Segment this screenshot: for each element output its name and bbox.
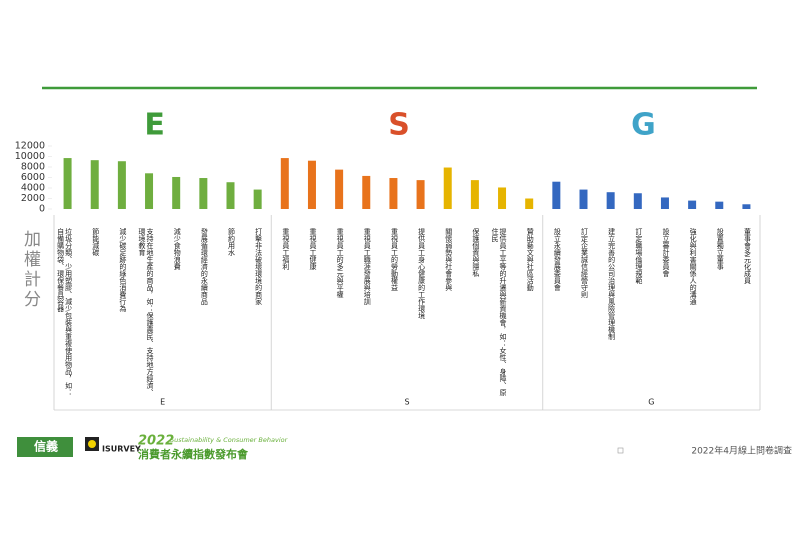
category-label: 重視員工福利 [281,228,290,270]
bar [199,178,208,209]
y-tick-label: 2000 [21,193,45,204]
category-label: 提供員工身心健康的工作環境 [417,228,426,319]
logo1-box [17,437,73,457]
bar [525,198,534,209]
category-label: 減少食物浪費 [173,228,182,270]
group-heading: S [388,108,410,143]
category-label: 提供員工平等的升遷與薪資機會，如：女性、身障、原住民 [491,228,508,396]
bar [335,169,344,209]
bar [579,189,588,209]
y-tick-label: 12000 [15,141,45,152]
bar [145,173,154,209]
bar [416,180,425,209]
y-tick-label: 6000 [21,172,45,183]
survey-note: 2022年4月線上問卷調查 [691,445,792,457]
bar [715,201,724,209]
event-zh: 消費者永續指數發布會 [138,447,249,461]
bar [470,180,479,209]
category-label: 重視員工健康 [308,228,317,270]
bar [606,192,615,209]
category-label: 關懷弱勢與社會參與 [444,228,453,291]
group-label: G [648,398,654,407]
bar [498,187,507,209]
bar [633,193,642,209]
category-label: 支持在地生產的商品，如：保護農民、支持地方經濟、環境教育 [138,228,155,396]
group-heading: E [144,108,165,143]
bar [117,161,126,209]
category-label: 保護個資與隱私 [471,228,480,277]
y-tick-label: 0 [39,204,45,215]
category-label: 垃圾分類、少用塑膠、減少包裝與重複使用物品，如：自備購物袋、環保餐具容器 [56,228,73,396]
logo2: ISURVEY [102,445,141,454]
group-label: S [404,398,409,407]
logo1: 信義 [34,439,58,454]
category-label: 贊助藝文與社區活動 [526,228,535,291]
category-label: 建立完善的公司治理與風險管理機制 [607,228,616,340]
category-label: 重視員工的勞動權益 [390,228,399,291]
category-label: 設立永續發展委員會 [553,228,562,291]
bar [742,204,751,209]
bar [90,160,99,209]
y-axis-label: 加權計分 [20,230,41,310]
group-label: E [160,398,165,407]
group-heading: G [631,108,656,143]
bar [63,158,72,209]
event-year: 2022 [138,434,174,449]
bar [443,167,452,209]
category-label: 強化與利害關係人的溝通 [689,228,698,305]
category-label: 重視員工職涯發展與培訓 [363,228,372,305]
y-tick-label: 4000 [21,183,45,194]
category-label: 節約用水 [227,228,236,256]
category-label: 重視員工的多元與平權 [336,228,345,298]
category-label: 設立審計委員會 [661,228,670,277]
category-label: 訂定職場倫理規範 [634,228,643,284]
category-label: 董事會多元化成員 [743,228,752,284]
bar [389,178,398,209]
bar [307,160,316,209]
y-tick-label: 10000 [15,151,45,162]
bar [280,158,289,209]
category-label: 打擊非法破壞環境的商家 [254,228,263,305]
bar [660,197,669,209]
bar [253,189,262,209]
bar [172,176,181,209]
bar [688,200,697,209]
y-tick-label: 8000 [21,162,45,173]
logo2-dot [88,440,96,448]
category-label: 減少碳足跡的綠色消費行為 [118,228,127,312]
page-icon [617,447,624,454]
category-label: 發展循環經濟的永續商品 [200,228,209,305]
category-label: 設置獨立董事 [716,228,725,270]
category-label: 節能減碳 [91,228,100,256]
bar [362,175,371,209]
bar [226,182,235,209]
event-en: Sustainability & Consumer Behavior [170,436,289,444]
bar [552,181,561,209]
category-label: 訂定企業誠信經營守則 [580,228,589,298]
